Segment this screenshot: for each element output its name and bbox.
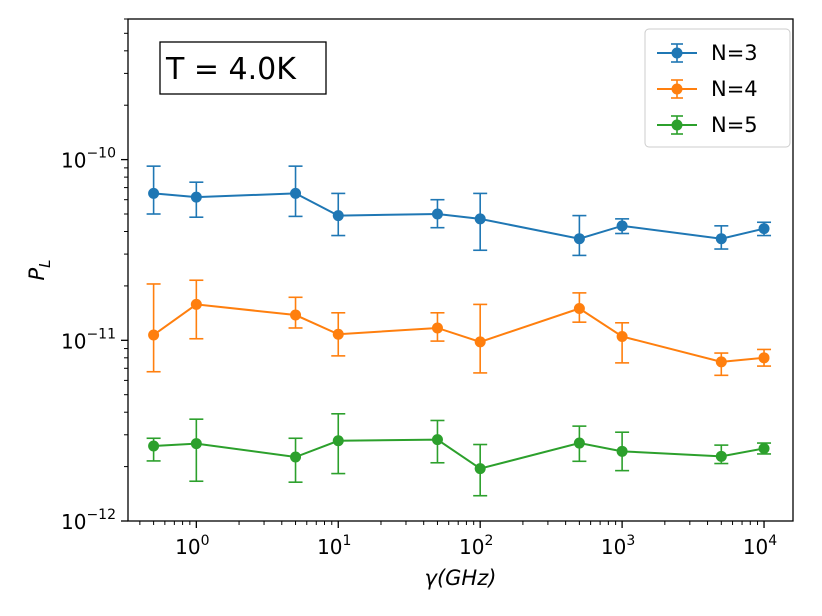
data-point [715,233,727,245]
data-point [148,329,160,341]
legend-frame [644,28,791,148]
series-line [153,192,765,240]
x-tick-exponent: 4 [768,533,777,549]
data-point [474,213,486,225]
data-point [715,356,727,368]
minor-ticks [124,18,759,525]
x-tick-exponent: 3 [626,533,635,549]
legend-label: N=5 [711,113,758,137]
plot-frame [127,18,794,522]
x-tick-label: 101 [317,533,351,559]
data-point [431,434,443,446]
y-tick-label: 10−11 [61,326,116,353]
data-point [290,451,302,463]
legend-label: N=4 [711,77,758,101]
legend-marker [671,47,683,59]
series-N=3 [146,165,772,257]
y-axis-label: PL [25,259,54,280]
legend-label: N=3 [711,41,758,65]
data-point [616,220,628,232]
data-point [573,233,585,245]
y-tick-label: 10−10 [61,146,116,173]
series-layer [146,165,772,497]
x-tick-label: 102 [459,533,493,559]
data-point [573,302,585,314]
data-point [758,223,770,235]
data-point [148,440,160,452]
legend: N=3 N=4 N=5 [644,28,791,148]
data-point [616,330,628,342]
data-point [148,187,160,199]
data-point [616,445,628,457]
data-point [431,322,443,334]
y-tick-exponent: −12 [86,507,116,523]
legend-marker [671,119,683,131]
data-point [474,336,486,348]
data-point [431,208,443,220]
y-tick-exponent: −11 [86,326,116,342]
annotation-box: T = 4.0K [159,41,327,95]
data-point [332,435,344,447]
data-point [332,210,344,222]
x-tick-exponent: 1 [343,533,352,549]
data-point [190,191,202,203]
series-line [153,303,765,363]
x-tick-label: 100 [175,533,209,559]
x-tick-exponent: 2 [484,533,493,549]
series-N=5 [146,412,772,497]
data-point [290,187,302,199]
series-N=4 [146,279,772,377]
legend-entry: N=5 [657,113,758,137]
data-point [758,442,770,454]
data-point [573,437,585,449]
x-axis-label: γ(GHz) [425,566,497,590]
data-point [290,309,302,321]
data-point [190,438,202,450]
data-point [715,450,727,462]
series-line [153,438,765,470]
y-tick-exponent: −10 [86,146,116,162]
x-tick-exponent: 0 [201,533,210,549]
legend-marker [671,83,683,95]
y-tick-label: 10−12 [61,507,116,534]
x-tick-label: 104 [743,533,777,559]
legend-entry: N=4 [657,77,758,101]
x-tick-label: 103 [601,533,635,559]
data-point [474,463,486,475]
data-point [190,298,202,310]
data-point [758,352,770,364]
legend-entry: N=3 [657,41,758,65]
data-point [332,328,344,340]
annotation-text: T = 4.0K [165,52,297,87]
